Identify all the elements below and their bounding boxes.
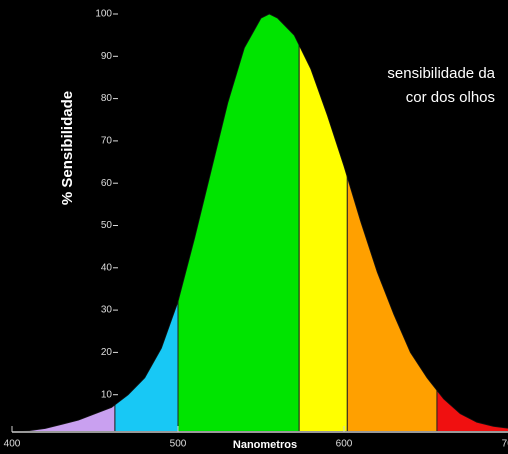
y-tick-label: 80 bbox=[101, 93, 113, 104]
x-tick-label: 400 bbox=[4, 439, 21, 450]
y-tick-label: 70 bbox=[101, 136, 113, 147]
x-tick-label: 600 bbox=[336, 439, 353, 450]
sensitivity-curve bbox=[11, 13, 508, 434]
y-tick-label: 60 bbox=[101, 178, 113, 189]
y-tick-label: 30 bbox=[101, 305, 113, 316]
annotation: sensibilidade da bbox=[387, 65, 495, 82]
y-tick-label: 20 bbox=[101, 347, 113, 358]
y-tick-label: 50 bbox=[101, 220, 113, 231]
y-tick-label: 10 bbox=[101, 389, 113, 400]
y-tick-label: 90 bbox=[101, 51, 113, 62]
x-tick-label: 500 bbox=[170, 439, 187, 450]
y-tick-label: 40 bbox=[101, 262, 113, 273]
y-axis-label: % Sensibilidade bbox=[59, 91, 76, 205]
x-axis-label: Nanometros bbox=[233, 439, 297, 451]
x-tick-label: 700 bbox=[502, 439, 508, 450]
y-tick-label: 100 bbox=[95, 9, 112, 20]
annotation: cor dos olhos bbox=[406, 89, 495, 106]
